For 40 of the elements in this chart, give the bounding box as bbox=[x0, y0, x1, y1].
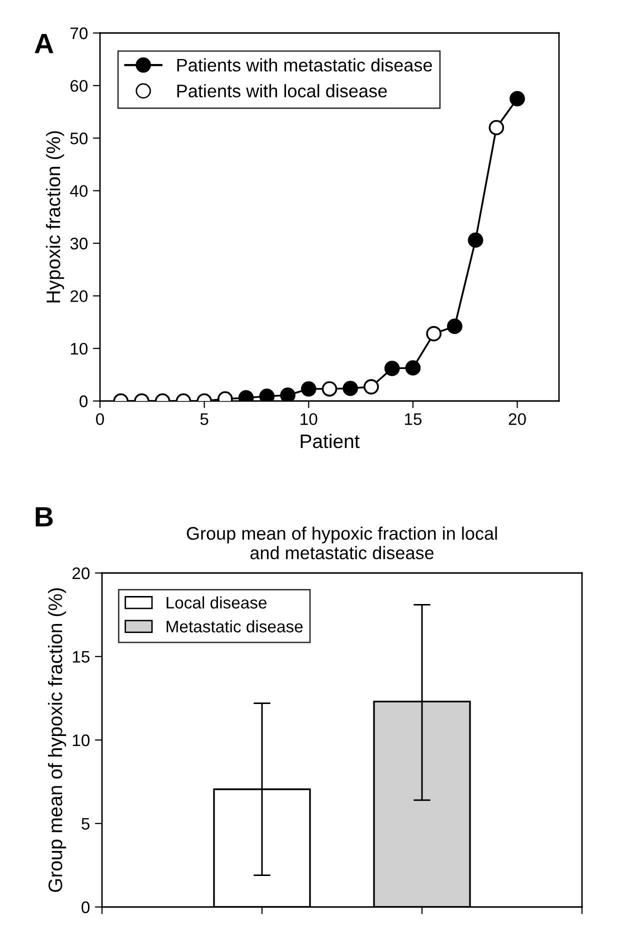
legend-label: Local disease bbox=[166, 596, 267, 609]
x-tick-label: 0 bbox=[96, 413, 104, 426]
point bbox=[364, 379, 379, 394]
x-tick-label: 5 bbox=[200, 413, 208, 426]
y-tick-label: 5 bbox=[82, 818, 90, 830]
y-tick-label: 10 bbox=[72, 734, 90, 746]
chart-title: A bbox=[34, 34, 54, 54]
y-tick-label: 20 bbox=[72, 567, 90, 580]
chart-subtitle: Group mean of hypoxic fraction in local and metastatic disease bbox=[186, 526, 497, 560]
point bbox=[342, 380, 358, 396]
y-tick-label: 40 bbox=[70, 185, 88, 197]
y-tick-label: 60 bbox=[70, 80, 88, 92]
point bbox=[447, 318, 462, 334]
legend-label: Patients with metastatic disease bbox=[177, 58, 432, 72]
y-axis-title: Hypoxic fraction (%) bbox=[46, 131, 64, 302]
legend-label: Patients with local disease bbox=[177, 84, 387, 98]
chart-title: B bbox=[36, 507, 53, 526]
y-tick-label: 70 bbox=[70, 27, 88, 40]
y-tick-label: 0 bbox=[80, 395, 88, 408]
point bbox=[468, 232, 484, 248]
point bbox=[300, 381, 316, 397]
point bbox=[488, 120, 504, 136]
y-tick-label: 0 bbox=[82, 901, 90, 914]
point bbox=[384, 360, 400, 376]
x-tick-label: 15 bbox=[404, 413, 422, 426]
y-tick-label: 15 bbox=[72, 651, 90, 663]
y-tick-label: 20 bbox=[70, 290, 88, 302]
y-axis-title: Group mean of hypoxic fraction (%) bbox=[48, 588, 66, 892]
y-tick-label: 50 bbox=[70, 132, 88, 144]
x-axis-title: Patient bbox=[300, 434, 360, 448]
point bbox=[280, 388, 296, 401]
point bbox=[405, 360, 421, 376]
y-tick-label: 30 bbox=[70, 238, 88, 250]
y-tick-label: 10 bbox=[70, 342, 88, 355]
point bbox=[426, 326, 442, 342]
point bbox=[322, 381, 338, 397]
point bbox=[510, 91, 525, 106]
x-tick-label: 10 bbox=[300, 413, 318, 426]
x-tick-label: 20 bbox=[508, 413, 526, 426]
legend-label: Metastatic disease bbox=[166, 620, 303, 632]
